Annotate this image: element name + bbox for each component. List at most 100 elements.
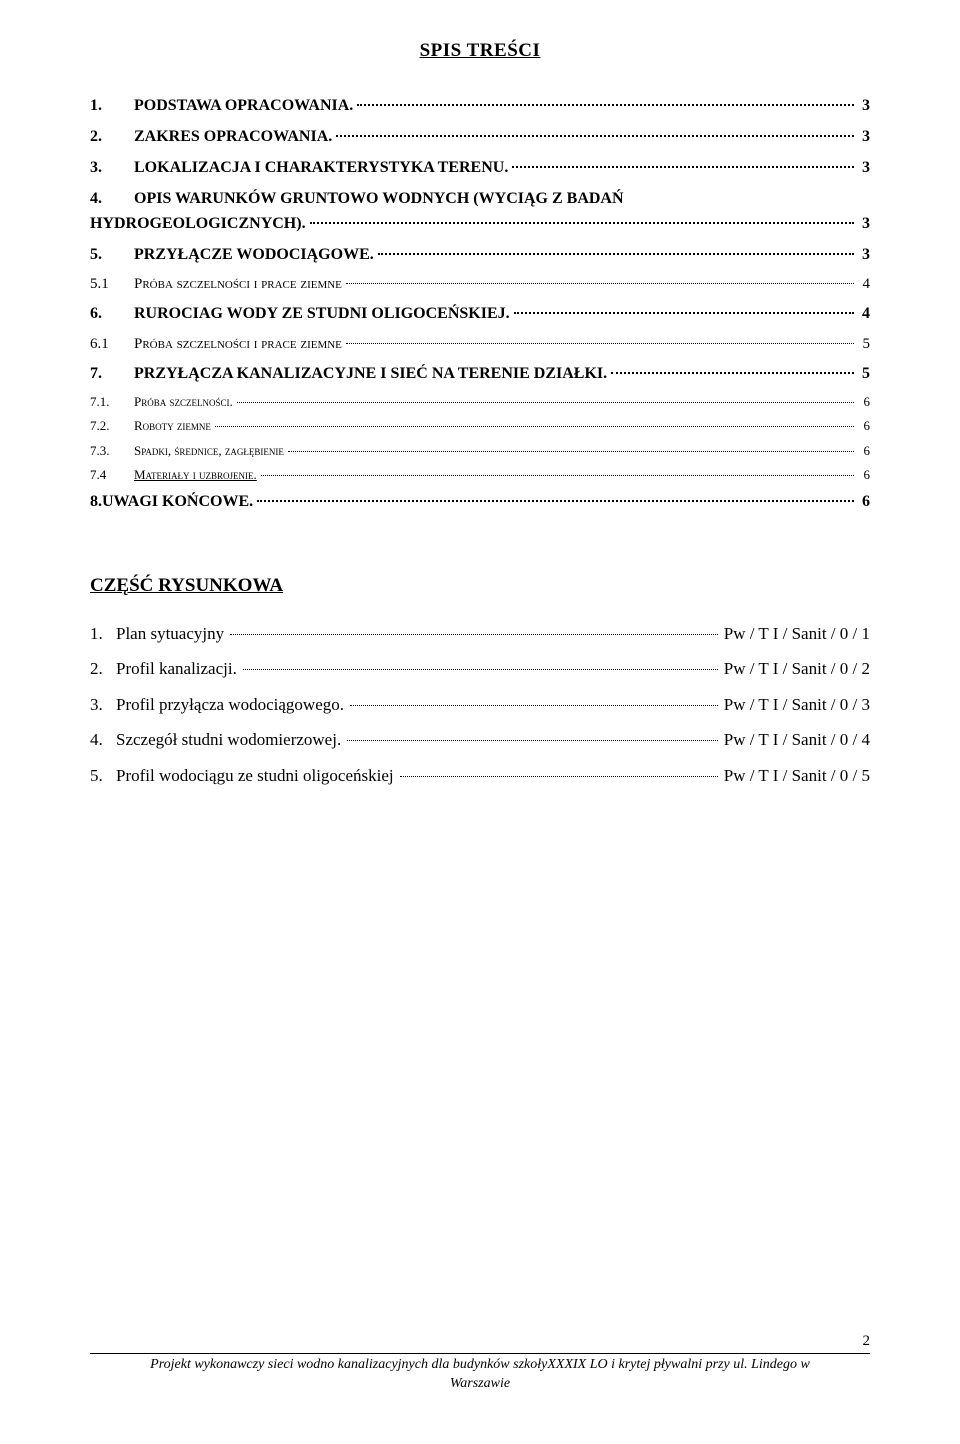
figure-leader-dots: [400, 776, 718, 777]
toc-entry-label: PRZYŁĄCZE WODOCIĄGOWE.: [134, 241, 374, 268]
toc-leader-dots: [514, 312, 854, 314]
toc-entry-page: 3: [858, 241, 870, 268]
toc-entry-num: 6.: [90, 300, 134, 327]
toc-entry: 7.3.Spadki, średnice, zagłębienie 6: [90, 440, 870, 462]
figure-leader-dots: [230, 634, 718, 635]
figure-entry: 5.Profil wodociągu ze studni oligoceński…: [90, 763, 870, 789]
figure-entry-num: 4.: [90, 727, 116, 753]
toc-entry-label: Próba szczelności i prace ziemne: [134, 272, 342, 298]
toc-entry-num: 5.: [90, 241, 134, 268]
figure-entry-ref: Pw / T I / Sanit / 0 / 3: [724, 692, 870, 718]
figure-leader-dots: [347, 740, 718, 741]
toc-entry-page: 6: [858, 415, 870, 437]
toc-entry-label: Spadki, średnice, zagłębienie: [134, 440, 284, 462]
toc-entry-num: 7.: [90, 360, 134, 387]
toc-leader-dots: [357, 104, 854, 106]
toc-entry: 5.PRZYŁĄCZE WODOCIĄGOWE. 3: [90, 241, 870, 268]
toc-leader-dots: [257, 500, 854, 502]
toc-entry-page: 4: [858, 300, 870, 327]
toc-entry: 5.1Próba szczelności i prace ziemne 4: [90, 272, 870, 298]
toc-leader-dots: [310, 222, 854, 224]
toc-entry-page: 5: [858, 332, 870, 358]
toc-entry: 1.PODSTAWA OPRACOWANIA. 3: [90, 92, 870, 119]
toc-entry-num: 5.1: [90, 272, 134, 298]
figure-entry: 1.Plan sytuacyjny Pw / T I / Sanit / 0 / …: [90, 621, 870, 647]
footer-line-2: Warszawie: [450, 1376, 510, 1391]
toc-list: 1.PODSTAWA OPRACOWANIA.32.ZAKRES OPRACOW…: [90, 92, 870, 515]
toc-entry-label: Materiały i uzbrojenie.: [134, 464, 257, 486]
footer-text: Projekt wykonawczy sieci wodno kanalizac…: [90, 1356, 870, 1394]
toc-entry-label: RUROCIAG WODY ZE STUDNI OLIGOCEŃSKIEJ.: [134, 300, 510, 327]
toc-entry-num: 7.4: [90, 464, 134, 486]
figure-entry: 2.Profil kanalizacji. Pw / T I / Sanit / …: [90, 656, 870, 682]
toc-entry-num: 3.: [90, 154, 134, 181]
page-number: 2: [863, 1333, 871, 1350]
figure-entry-label: Plan sytuacyjny: [116, 621, 224, 647]
toc-leader-dots: [346, 283, 854, 284]
toc-entry: 4.OPIS WARUNKÓW GRUNTOWO WODNYCH (WYCIĄG…: [90, 186, 870, 237]
toc-entry-num: 4.: [90, 186, 134, 212]
figure-leader-dots: [350, 705, 718, 706]
toc-leader-dots: [512, 166, 854, 168]
figure-entry-ref: Pw / T I / Sanit / 0 / 1: [724, 621, 870, 647]
toc-entry-label: OPIS WARUNKÓW GRUNTOWO WODNYCH (WYCIĄG Z…: [134, 186, 624, 212]
figure-entry-label: Profil przyłącza wodociągowego.: [116, 692, 344, 718]
toc-entry-label: PODSTAWA OPRACOWANIA.: [134, 92, 353, 119]
page-footer: 2 Projekt wykonawczy sieci wodno kanaliz…: [90, 1353, 870, 1394]
toc-entry: 7.4Materiały i uzbrojenie. 6: [90, 464, 870, 486]
figure-entry-label: Szczegół studni wodomierzowej.: [116, 727, 341, 753]
toc-entry-num: 7.1.: [90, 391, 134, 413]
toc-entry-label: Próba szczelności i prace ziemne: [134, 332, 342, 358]
figures-list: 1.Plan sytuacyjny Pw / T I / Sanit / 0 / …: [90, 621, 870, 789]
toc-entry: 3.LOKALIZACJA I CHARAKTERYSTYKA TERENU. 3: [90, 154, 870, 181]
toc-entry-page: 6: [858, 464, 870, 486]
figure-entry-ref: Pw / T I / Sanit / 0 / 5: [724, 763, 870, 789]
drawings-section-title: CZĘŚĆ RYSUNKOWA: [90, 575, 870, 597]
figure-entry-num: 5.: [90, 763, 116, 789]
toc-entry: 6.RUROCIAG WODY ZE STUDNI OLIGOCEŃSKIEJ.…: [90, 300, 870, 327]
toc-entry-num: 7.3.: [90, 440, 134, 462]
toc-entry-page: 6: [858, 440, 870, 462]
figure-entry-ref: Pw / T I / Sanit / 0 / 4: [724, 727, 870, 753]
toc-leader-dots: [378, 253, 854, 255]
toc-title: SPIS TREŚCI: [90, 40, 870, 62]
toc-entry-num: 1.: [90, 92, 134, 119]
figure-entry: 4.Szczegół studni wodomierzowej. Pw / T I…: [90, 727, 870, 753]
figure-entry-num: 1.: [90, 621, 116, 647]
toc-entry-page: 3: [858, 211, 870, 237]
toc-entry-page: 6: [858, 488, 870, 515]
footer-rule: [90, 1353, 870, 1354]
figure-entry-ref: Pw / T I / Sanit / 0 / 2: [724, 656, 870, 682]
toc-entry: 2.ZAKRES OPRACOWANIA.3: [90, 123, 870, 150]
figure-entry-label: Profil wodociągu ze studni oligoceńskiej: [116, 763, 394, 789]
toc-leader-dots: [237, 402, 854, 403]
toc-entry-label: 8.UWAGI KOŃCOWE.: [90, 488, 253, 515]
toc-entry-label: ZAKRES OPRACOWANIA.: [134, 123, 332, 150]
toc-entry-label: Próba szczelności.: [134, 391, 233, 413]
figure-entry-num: 2.: [90, 656, 116, 682]
toc-entry-page: 5: [858, 360, 870, 387]
figure-entry-label: Profil kanalizacji.: [116, 656, 237, 682]
toc-leader-dots: [336, 135, 854, 137]
toc-entry-label: PRZYŁĄCZA KANALIZACYJNE I SIEĆ NA TERENI…: [134, 360, 607, 387]
toc-leader-dots: [611, 372, 854, 374]
toc-entry-page: 4: [858, 272, 870, 298]
toc-entry-page: 3: [858, 123, 870, 150]
toc-entry-label: Roboty ziemne: [134, 415, 211, 437]
toc-entry-label: LOKALIZACJA I CHARAKTERYSTYKA TERENU.: [134, 154, 508, 181]
toc-entry-page: 3: [858, 154, 870, 181]
toc-entry: 8.UWAGI KOŃCOWE. 6: [90, 488, 870, 515]
toc-entry: 7.2.Roboty ziemne6: [90, 415, 870, 437]
figure-entry: 3.Profil przyłącza wodociągowego. Pw / T …: [90, 692, 870, 718]
toc-leader-dots: [215, 426, 854, 427]
toc-entry: 7.1.Próba szczelności. 6: [90, 391, 870, 413]
toc-entry-page: 6: [858, 391, 870, 413]
toc-entry: 6.1Próba szczelności i prace ziemne 5: [90, 332, 870, 358]
toc-entry-page: 3: [858, 92, 870, 119]
footer-line-1: Projekt wykonawczy sieci wodno kanalizac…: [150, 1357, 810, 1372]
figure-entry-num: 3.: [90, 692, 116, 718]
figure-leader-dots: [243, 669, 718, 670]
toc-entry-label: HYDROGEOLOGICZNYCH).: [90, 211, 306, 237]
toc-entry-num: 6.1: [90, 332, 134, 358]
toc-leader-dots: [288, 451, 854, 452]
